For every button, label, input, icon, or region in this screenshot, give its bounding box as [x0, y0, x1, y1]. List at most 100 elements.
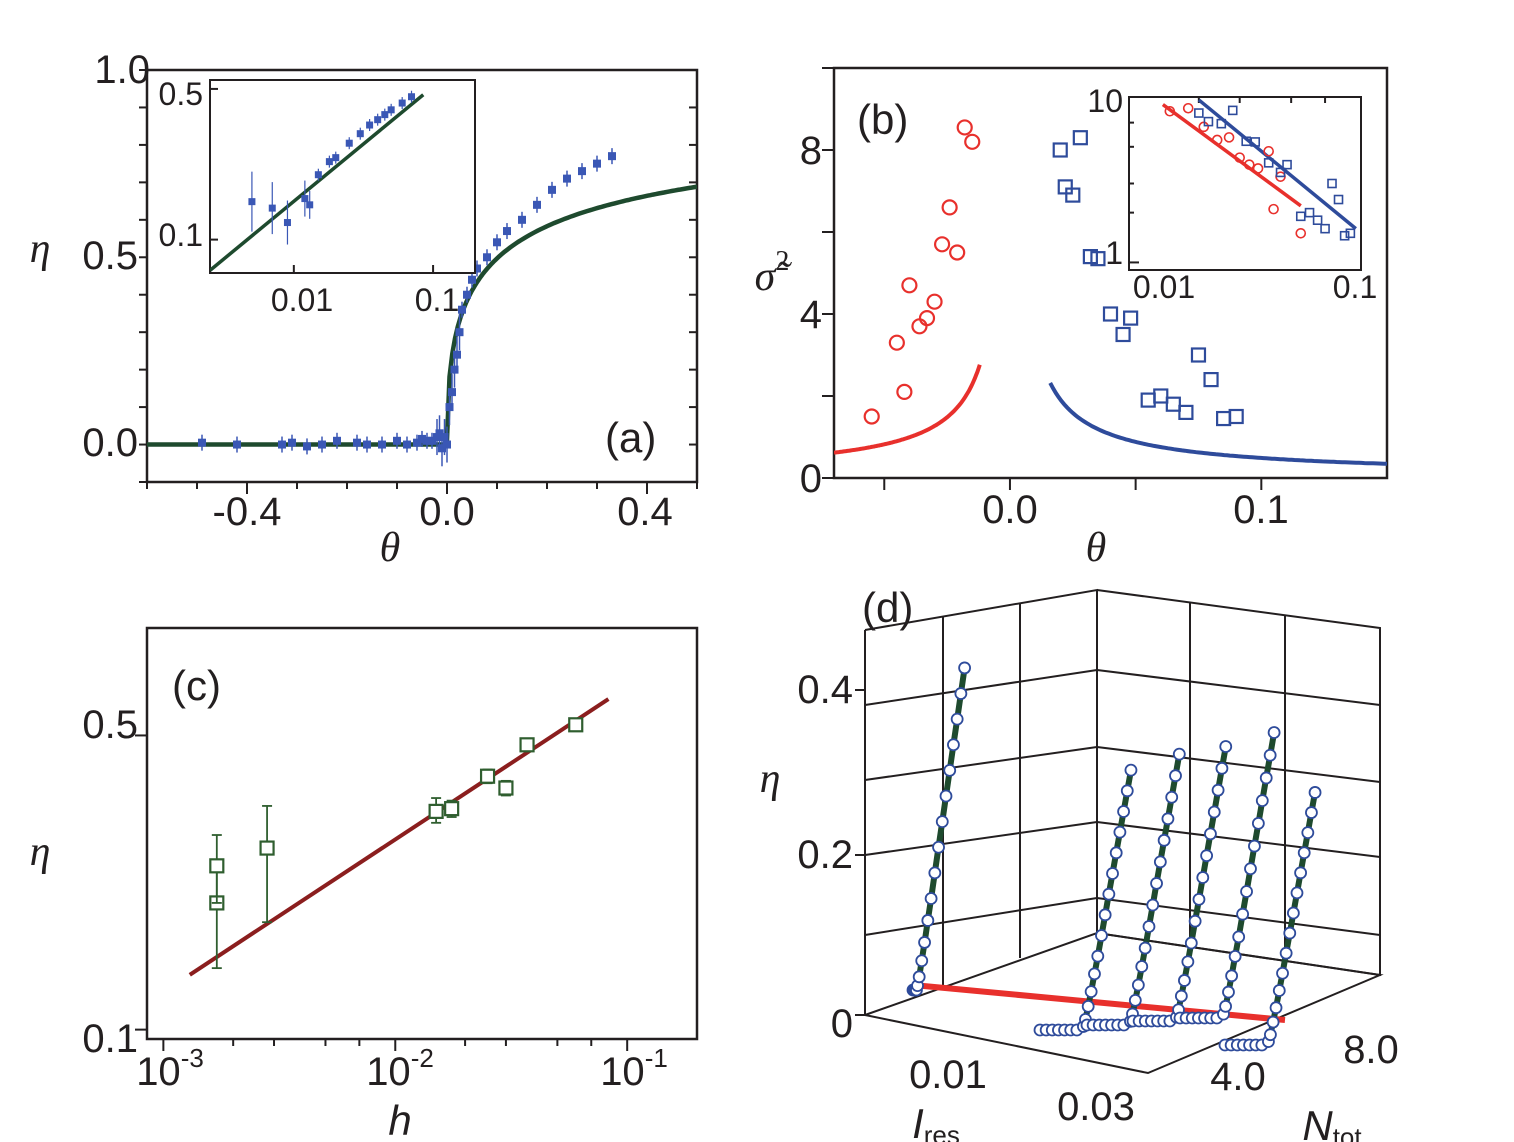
panel-a-marker	[418, 434, 426, 443]
panel-d-marker	[935, 815, 949, 829]
panel-d-marker	[943, 764, 957, 777]
panel-a-inset-marker	[356, 130, 364, 138]
panel-a-marker	[458, 305, 466, 314]
panel-a-marker	[198, 438, 206, 447]
panel-d-marker	[1174, 989, 1188, 1003]
panel-d-marker	[1266, 1015, 1280, 1029]
panel-c-marker	[209, 858, 225, 874]
panel-d-marker	[1219, 740, 1233, 753]
panel-b-inset-marker-blue	[1194, 108, 1204, 118]
panel-d-marker	[1142, 920, 1156, 933]
panel-d-marker	[950, 712, 964, 726]
panel-a-xtick-0: -0.4	[213, 490, 282, 534]
panel-d-marker	[1276, 966, 1289, 980]
panel-a-inset-marker	[381, 111, 389, 119]
panel-a-marker	[440, 433, 449, 442]
panel-d-marker	[1219, 999, 1232, 1013]
panel-a-inset-marker	[268, 204, 276, 212]
panel-d-marker	[958, 661, 971, 675]
panel-d: (d) 0 0.2 0.4 η 0.01 0.03 Ires 4.0 8.0 N…	[760, 584, 1399, 1142]
panel-a-inset-markers	[248, 90, 416, 245]
panel-b-marker-red	[964, 133, 981, 150]
panel-b-inset-marker-red	[1234, 152, 1245, 163]
panel-d-marker	[1181, 955, 1195, 969]
panel-c-xlabel: h	[388, 1097, 411, 1142]
panel-d-marker	[1161, 812, 1175, 826]
panel-b-inset-marker-blue	[1227, 105, 1238, 116]
panel-a-marker	[455, 328, 464, 337]
panel-a-inset-marker	[306, 201, 314, 209]
panel-d-marker	[1228, 949, 1242, 963]
panel-b-inset-marker-red	[1263, 145, 1274, 157]
panel-a-ytick-2: 1.0	[94, 48, 150, 92]
panel-b-marker-red	[941, 199, 958, 216]
panel-a-marker	[450, 365, 459, 374]
panel-a-marker	[503, 227, 511, 236]
panel-d-marker	[1248, 839, 1261, 853]
panel-b-ticks	[822, 67, 1263, 490]
panel-b-marker-red	[911, 318, 928, 335]
panel-d-marker	[1095, 929, 1108, 942]
panel-a-marker	[438, 444, 446, 453]
panel-a-label: (a)	[605, 414, 656, 461]
panel-d-marker	[1172, 747, 1186, 761]
panel-c-fit-line	[188, 697, 610, 977]
panel-d-marker	[1081, 999, 1095, 1013]
panel-b-inset-marker-red	[1268, 203, 1279, 215]
panel-c-marker	[444, 801, 460, 817]
panel-a-inset-marker	[398, 99, 406, 107]
panel-a-marker	[548, 185, 556, 194]
panel-b-inset-marker-blue	[1216, 118, 1227, 129]
panel-d-marker	[1207, 805, 1221, 819]
panel-d-marker	[1294, 866, 1307, 880]
panel-b-inset-marker-blue	[1333, 194, 1344, 205]
panel-b-inset-marker-blue	[1203, 116, 1214, 127]
panel-c-marker	[568, 717, 584, 733]
panel-b-inset-marker-red	[1223, 132, 1235, 143]
panel-b-marker-blue	[1178, 404, 1194, 420]
panel-b-inset-marker-red	[1252, 163, 1264, 174]
panel-d-marker	[1225, 969, 1239, 983]
panel-a-marker	[288, 438, 296, 447]
panel-b-inset-marker-red	[1295, 227, 1307, 239]
panel-d-marker	[1308, 786, 1322, 799]
panel-d-ylabel: η	[760, 756, 781, 802]
panel-d-marker	[1251, 816, 1265, 830]
panel-b-inset-marker-blue	[1312, 215, 1323, 226]
panel-b-marker-red	[896, 383, 913, 400]
panel-d-marker	[1279, 946, 1293, 960]
panel-b-inset-marker-blue	[1263, 158, 1274, 168]
panel-d-marker	[1178, 974, 1191, 987]
panel-b-frame	[832, 66, 1389, 480]
panel-d-marker	[1263, 748, 1277, 762]
panel-d-marker	[1098, 908, 1112, 922]
panel-d-marker	[1113, 825, 1127, 839]
panel-b-marker-red	[949, 244, 966, 261]
panel-a-marker	[403, 440, 411, 449]
panel-b-marker-red	[888, 334, 905, 351]
panel-d-marker	[1150, 877, 1163, 890]
panel-a-marker	[593, 159, 601, 168]
panel-b-marker-blue	[1228, 408, 1244, 425]
panel-c-marker	[479, 768, 496, 784]
panel-d-marker	[1244, 862, 1257, 876]
panel-b-inset-marker-red	[1243, 159, 1255, 170]
panel-b-xlabel: θ	[1086, 525, 1107, 571]
panel-d-marker	[1165, 790, 1179, 804]
panel-a-marker	[483, 253, 491, 262]
panel-a-marker	[363, 440, 371, 449]
panel-a-inset-xtick-0: 0.01	[271, 282, 333, 318]
panel-b-inset-marker-blue	[1339, 230, 1350, 241]
panel-a-inset-marker	[301, 195, 309, 203]
panel-b-marker-blue	[1153, 388, 1169, 404]
panel-a-marker	[318, 440, 326, 449]
panel-b-marker-blue	[1190, 347, 1207, 363]
panel-a-marker	[608, 152, 616, 161]
panel-d-marker	[932, 840, 945, 854]
panel-a-inset-marker	[325, 158, 333, 166]
panel-b-marker-red	[918, 310, 936, 327]
panel-d-marker	[1240, 885, 1253, 898]
panel-d-marker	[918, 936, 931, 949]
panel-a-inset-marker	[248, 198, 256, 206]
panel-d-x1-tick-1: 0.03	[1057, 1085, 1135, 1129]
